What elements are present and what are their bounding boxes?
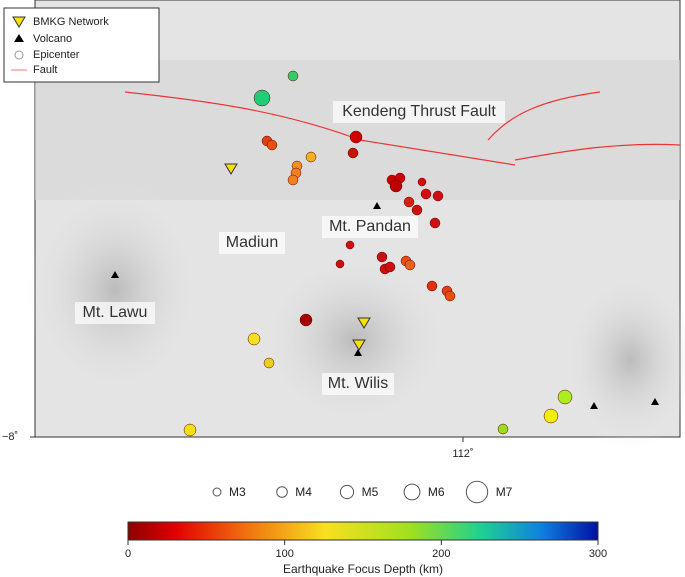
epicenter	[299, 313, 313, 327]
place-label: Madiun	[226, 234, 278, 251]
epicenter	[411, 204, 423, 216]
epicenter	[432, 190, 444, 202]
colorbar-ticks: 0 100 200 300	[125, 540, 607, 560]
station	[352, 339, 366, 351]
epicenter	[247, 332, 261, 346]
legend-box	[3, 7, 160, 83]
colorbar	[127, 521, 599, 541]
station	[357, 317, 371, 329]
epicenter	[384, 261, 396, 273]
place-label: Mt. Pandan	[329, 218, 411, 235]
epicenter	[557, 389, 573, 405]
epicenter	[404, 259, 416, 271]
colorbar-tick-label: 100	[275, 548, 293, 560]
magnitude-label: M5	[362, 485, 379, 499]
epicenter	[349, 130, 363, 144]
epicenter	[417, 177, 427, 187]
legend-label: Epicenter	[33, 49, 80, 61]
map-area: Kendeng Thrust Fault Mt. Pandan Madiun M…	[3, 0, 685, 450]
volcanoes	[111, 202, 659, 409]
x-tick-label: 112˚	[452, 448, 473, 460]
volcano	[111, 271, 119, 278]
volcano	[651, 398, 659, 405]
magnitude-symbol	[339, 484, 355, 500]
magnitude-symbol	[212, 487, 222, 497]
legend-symbol	[14, 50, 24, 60]
legend: BMKG Network Volcano Epicenter Fault	[3, 7, 160, 83]
stations	[224, 163, 371, 351]
volcano	[590, 402, 598, 409]
epicenters	[183, 70, 573, 437]
epicenter	[444, 290, 456, 302]
legend-label: Fault	[33, 64, 57, 76]
label-bg	[333, 101, 505, 123]
label-bg	[322, 216, 418, 238]
volcano	[373, 202, 381, 209]
magnitude-symbol	[465, 480, 489, 504]
magnitude-label: M6	[428, 485, 445, 499]
epicenter	[266, 139, 278, 151]
epicenter	[253, 89, 271, 107]
terrain	[35, 60, 680, 200]
epicenter	[263, 357, 275, 369]
epicenter	[345, 240, 355, 250]
magnitude-label: M3	[229, 485, 246, 499]
epicenter	[426, 280, 438, 292]
legend-label: Volcano	[33, 33, 72, 45]
magnitude-symbol	[276, 486, 288, 498]
epicenter	[403, 196, 415, 208]
terrain	[25, 180, 205, 400]
legend-label: BMKG Network	[33, 16, 109, 28]
epicenter	[497, 423, 509, 435]
place-label: Kendeng Thrust Fault	[342, 103, 496, 120]
epicenter	[376, 251, 388, 263]
colorbar-tick-label: 0	[125, 548, 131, 560]
fault	[487, 91, 601, 141]
colorbar-label: Earthquake Focus Depth (km)	[283, 562, 443, 576]
epicenter	[305, 151, 317, 163]
place-label: Mt. Wilis	[328, 375, 388, 392]
station	[224, 163, 238, 175]
epicenter	[429, 217, 441, 229]
epicenter	[183, 423, 197, 437]
fault	[514, 143, 681, 161]
colorbar-tick-label: 300	[589, 548, 607, 560]
magnitude-symbol	[403, 483, 421, 501]
label-bg	[219, 232, 285, 254]
colorbar-tick-label: 200	[432, 548, 450, 560]
legend-symbol	[12, 16, 26, 28]
epicenter	[347, 147, 359, 159]
epicenter	[420, 188, 432, 200]
magnitude-legend: M3 M4 M5 M6 M7	[212, 480, 513, 504]
epicenter	[335, 259, 345, 269]
place-label: Mt. Lawu	[83, 304, 148, 321]
volcano	[354, 349, 362, 356]
legend-symbol	[14, 34, 24, 42]
magnitude-label: M4	[295, 485, 312, 499]
epicenter	[287, 70, 299, 82]
magnitude-label: M7	[496, 485, 513, 499]
label-bg	[322, 373, 394, 395]
epicenter	[543, 408, 559, 424]
epicenter	[287, 174, 299, 186]
epicenter	[389, 179, 403, 193]
y-tick-label: −8˚	[2, 431, 18, 443]
label-bg	[75, 302, 155, 324]
